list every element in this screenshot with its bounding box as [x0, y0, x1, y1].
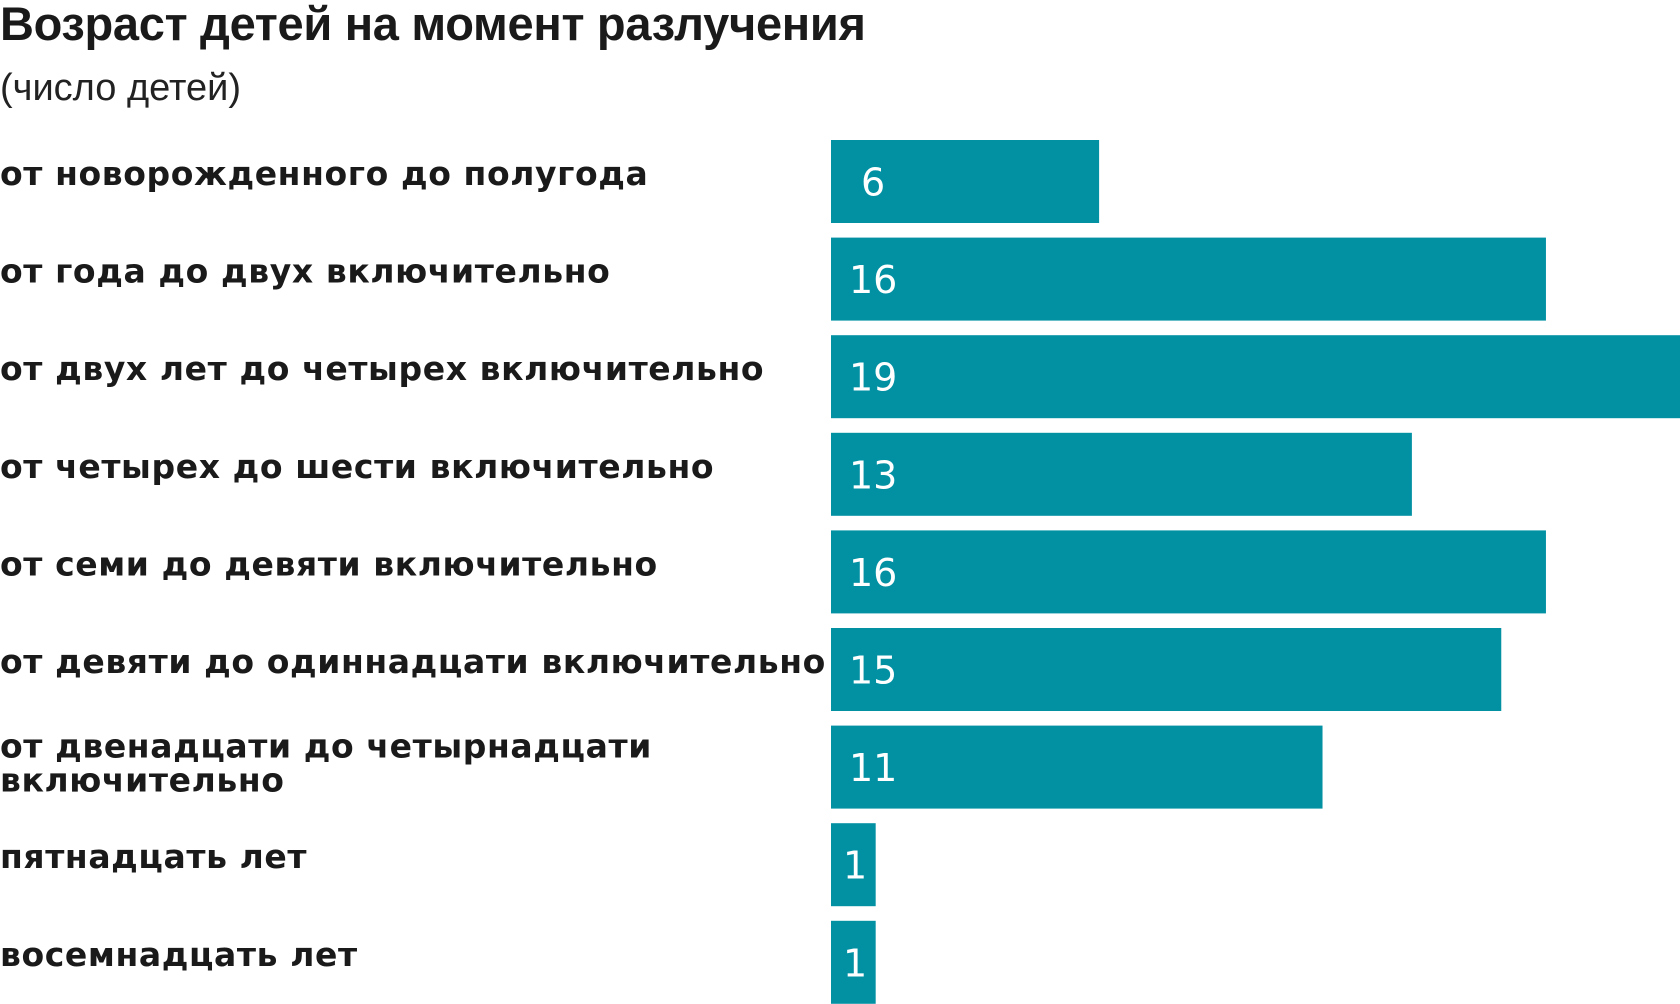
- bar-value-label: 13: [849, 453, 897, 497]
- category-label: от новорожденного до полугода: [0, 154, 648, 193]
- bar: [831, 725, 1323, 809]
- category-label: от четырех до шести включительно: [0, 447, 714, 486]
- bar-value-label: 15: [849, 649, 897, 693]
- bar-value-label: 19: [849, 356, 897, 400]
- category-label: от семи до девяти включительно: [0, 544, 658, 583]
- category-label: восемнадцать лет: [0, 935, 358, 974]
- bar: [831, 530, 1546, 614]
- bar-value-label: 11: [849, 746, 897, 790]
- bar-value-label: 1: [843, 844, 867, 888]
- category-label: от девяти до одиннадцати включительно: [0, 642, 826, 681]
- bar-value-label: 16: [849, 551, 897, 595]
- chart-title: Возраст детей на момент разлучения: [0, 0, 866, 50]
- bar: [831, 237, 1546, 321]
- category-label: от года до двух включительно: [0, 252, 610, 291]
- bar: [831, 140, 1100, 223]
- bar-value-label: 1: [843, 941, 867, 985]
- bar-value-label: 6: [861, 161, 885, 205]
- category-label: пятнадцать лет: [0, 837, 307, 876]
- bar: [831, 920, 876, 1004]
- bar: [831, 335, 1680, 419]
- chart-subtitle: (число детей): [0, 67, 242, 109]
- category-label: от двух лет до четырех включительно: [0, 349, 764, 388]
- bar: [831, 432, 1412, 516]
- category-label: от двенадцати до четырнадцати включительн…: [0, 727, 652, 800]
- bar-value-label: 16: [849, 258, 897, 302]
- bar: [831, 628, 1502, 711]
- bar: [831, 823, 876, 907]
